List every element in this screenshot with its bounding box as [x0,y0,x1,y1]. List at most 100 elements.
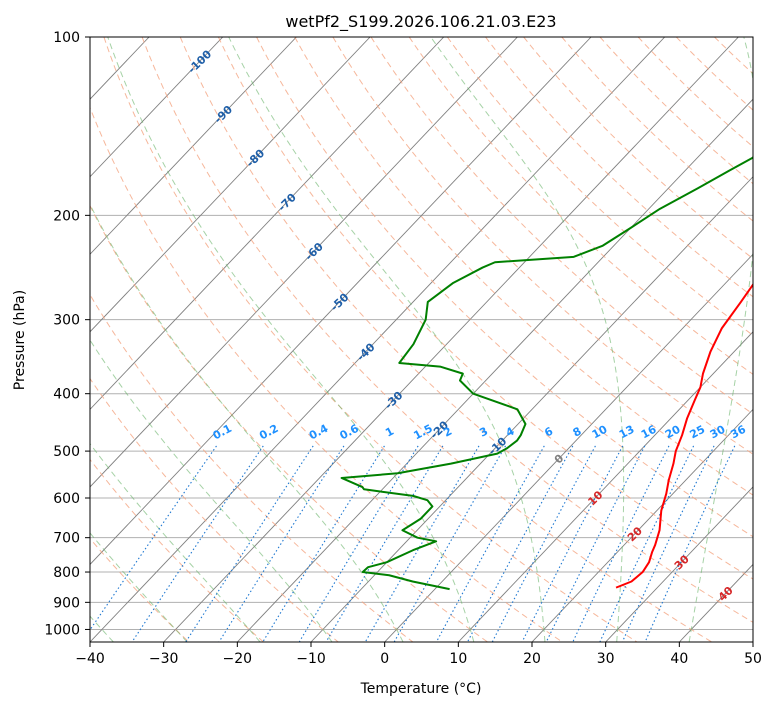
y-tick-label: 500 [53,444,80,460]
x-tick-label: 30 [597,651,615,667]
dry-adiabat [294,37,753,496]
isotherm-line [90,37,224,178]
dry-adiabat-lines [90,37,753,642]
dry-adiabat [408,37,753,375]
dry-adiabat [332,37,753,455]
mixing-ratio-line [545,445,646,642]
x-axis-label: Temperature (°C) [360,681,482,697]
isotherm-lines [0,37,753,642]
mixing-ratio-label: 13 [617,423,637,442]
isotherm-line [384,253,753,642]
mixing-ratio-label: 10 [590,423,610,442]
dry-adiabat [90,537,190,642]
mixing-ratio-line [521,445,624,642]
mixing-ratio-label: 36 [728,423,748,442]
moist-adiabat [90,532,188,642]
y-tick-label: 100 [53,30,80,46]
y-tick-label: 700 [53,531,80,547]
dry-adiabat [485,37,753,298]
isotherm-line [605,486,753,642]
y-tick-label: 800 [53,565,80,581]
dry-adiabat [90,458,264,642]
chart-title: wetPf2_S199.2026.106.21.03.E23 [285,12,556,32]
dry-adiabat [370,37,753,415]
dry-adiabat [446,37,753,336]
dry-adiabat [256,37,753,538]
dry-adiabat [90,106,563,642]
y-tick-label: 900 [53,595,80,611]
dewpoint-line [340,155,753,591]
mixing-ratio-label: 30 [708,423,728,442]
x-axis-ticks: −40 −30 −20 −10 0 10 20 30 40 50 [75,642,762,667]
mixing-ratio-line [467,445,574,642]
dry-adiabat [90,204,488,642]
isotherm-line [0,37,2,642]
mixing-ratio-label: 8 [571,425,584,440]
mixing-ratio-label: 6 [542,424,555,439]
mixing-ratio-line [298,445,419,642]
isotherm-line [90,37,371,333]
dry-adiabat [90,293,414,642]
isotherm-line [90,37,666,642]
temperature-line [615,282,753,589]
y-tick-label: 400 [53,387,80,403]
mixing-ratio-line [262,445,385,642]
isotherm-line [90,37,518,488]
isotherm-line [90,37,297,255]
mixing-ratio-label: 0.1 [211,422,234,443]
isotherm-label: -100 [185,47,214,76]
isotherm-line [679,563,753,642]
isotherm-line [90,37,592,566]
dry-adiabat [637,37,753,148]
isotherm-line [531,408,753,642]
mixing-ratio-label: 3 [477,425,490,440]
dry-adiabat [90,377,339,642]
mixing-ratio-labels: 0.1 0.2 0.4 0.6 1 1.5 2 3 4 6 8 10 13 16 20 25 30 36 [211,422,749,443]
x-tick-label: 40 [670,651,688,667]
x-tick-label: 10 [449,651,467,667]
dry-adiabat [103,37,638,642]
mixing-ratio-line [364,445,480,642]
profile-lines [340,155,753,591]
mixing-ratio-label: 1.5 [411,422,434,443]
dry-adiabat [217,37,753,580]
moist-adiabat [430,37,625,642]
y-tick-label: 1000 [44,622,80,638]
y-tick-label: 300 [53,313,80,329]
isotherm-line [752,641,753,642]
y-tick-label: 200 [53,208,80,224]
mixing-ratio-label: 16 [639,423,659,442]
mixing-ratio-label: 0.6 [338,422,362,443]
mixing-ratio-label: 0.4 [307,422,331,443]
mixing-ratio-lines [90,445,736,642]
dry-adiabat [752,37,753,39]
mixing-ratio-label: 25 [688,423,708,442]
dry-adiabat [141,37,712,642]
x-tick-label: −40 [75,651,105,667]
dry-adiabat [523,37,753,260]
moist-adiabat [90,442,261,642]
dry-adiabat [179,37,753,623]
mixing-ratio-label: 2 [441,425,454,440]
dry-adiabat [561,37,753,222]
x-tick-label: −30 [149,651,179,667]
mixing-ratio-line [491,445,596,642]
x-tick-label: 50 [744,651,762,667]
moist-adiabat [90,339,333,642]
isotherm-line [458,331,753,642]
x-tick-label: 20 [523,651,541,667]
y-axis-label: Pressure (hPa) [12,290,28,390]
mixing-ratio-line [131,445,264,642]
dry-adiabat [714,37,753,75]
mixing-ratio-line [435,445,545,642]
moist-adiabat [688,37,753,642]
x-tick-label: −10 [296,651,326,667]
mixing-ratio-line [599,445,695,642]
isotherm-line [163,37,739,642]
x-tick-label: −20 [223,651,253,667]
y-axis-ticks: 100 200 300 400 500 600 700 800 900 1000 [44,30,90,638]
mixing-ratio-line [393,445,507,642]
dry-adiabat [599,37,753,185]
